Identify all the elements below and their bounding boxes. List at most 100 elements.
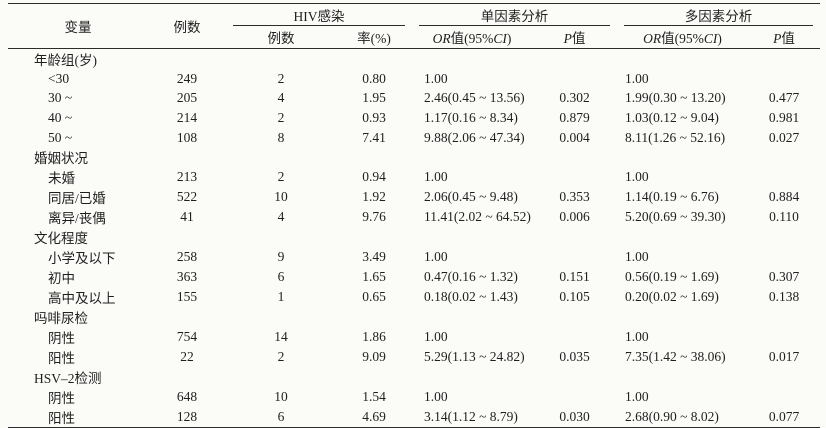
cell-p-multivariate <box>748 327 820 347</box>
cell-cases: 754 <box>176 329 198 345</box>
cell-cases: 522 <box>176 189 198 205</box>
cell-or-multivariate: 1.99(0.30 ~ 13.20) <box>625 90 726 106</box>
cell-cases: 22 <box>180 349 194 365</box>
cell-p-multivariate: 0.477 <box>768 90 800 106</box>
table-row: 同居/已婚 522 10 1.92 2.06(0.45 ~ 9.48) 0.353 1.14… <box>8 187 820 207</box>
cell-or-univariate: 5.29(1.13 ~ 24.82) <box>424 349 525 365</box>
cell-p-multivariate: 0.981 <box>768 109 800 125</box>
cell-or-multivariate: 1.00 <box>625 329 649 345</box>
cell-p-multivariate <box>748 167 820 187</box>
cell-variable: 未婚 <box>48 171 75 187</box>
cell-or-multivariate: 0.56(0.19 ~ 1.69) <box>625 269 719 285</box>
table-row: 初中 363 6 1.65 0.47(0.16 ~ 1.32) 0.151 0.56(0.1… <box>8 267 820 287</box>
cell-or-univariate: 1.00 <box>424 169 448 185</box>
or-label-italic: OR <box>643 31 662 46</box>
cell-hiv-cases: 2 <box>277 109 285 125</box>
header-cases: 例数 <box>148 3 226 49</box>
cell-variable: 阳性 <box>48 411 75 427</box>
section-row: 文化程度 <box>8 227 820 247</box>
cell-hiv-rate: 3.49 <box>362 249 386 265</box>
table-body: 年龄组(岁) <30 249 2 0.80 1.00 1.00 30 ~205 4 1.95 2.4… <box>8 49 820 428</box>
cell-or-univariate: 1.00 <box>424 389 448 405</box>
or-label-close: ) <box>506 31 512 46</box>
cell-hiv-rate: 1.54 <box>362 389 386 405</box>
cell-or-multivariate: 2.68(0.90 ~ 8.02) <box>625 409 719 425</box>
cell-variable: <30 <box>48 70 70 86</box>
section-row: 年龄组(岁) <box>8 49 820 70</box>
p-label-text: 值 <box>571 31 586 46</box>
cell-cases: 363 <box>176 269 198 285</box>
section-label: 婚姻状况 <box>34 151 88 167</box>
cell-or-multivariate: 1.00 <box>625 249 649 265</box>
cell-p-multivariate: 0.138 <box>768 289 800 305</box>
cell-p-univariate: 0.151 <box>559 269 590 285</box>
cell-variable: 高中及以上 <box>48 291 116 307</box>
table-row: 未婚 213 2 0.94 1.00 1.00 <box>8 167 820 187</box>
header-or-univariate: OR值(95%CI) <box>412 26 532 49</box>
cell-hiv-rate: 0.80 <box>362 70 386 86</box>
cell-p-multivariate: 0.027 <box>768 129 800 145</box>
cell-variable: 40 ~ <box>48 109 73 125</box>
cell-hiv-cases: 2 <box>277 169 285 185</box>
cell-hiv-cases: 14 <box>274 329 288 345</box>
cell-variable: 50 ~ <box>48 129 73 145</box>
header-hiv-rate: 率(%) <box>336 26 412 49</box>
p-label-text: 值 <box>781 31 795 46</box>
header-p-multivariate: P值 <box>748 26 820 49</box>
table-row: 离异/丧偶 41 4 9.76 11.41(2.02 ~ 64.52) 0.006 5.20… <box>8 207 820 227</box>
cell-p-multivariate <box>748 69 820 89</box>
cell-variable: 30 ~ <box>48 90 73 106</box>
cell-cases: 155 <box>176 289 198 305</box>
cell-or-multivariate: 1.14(0.19 ~ 6.76) <box>625 189 719 205</box>
cell-cases: 41 <box>180 209 194 225</box>
cell-hiv-cases: 9 <box>277 249 285 265</box>
cell-variable: 阴性 <box>48 331 75 347</box>
cell-p-univariate: 0.105 <box>559 289 590 305</box>
cell-or-multivariate: 0.20(0.02 ~ 1.69) <box>625 289 719 305</box>
cell-p-multivariate: 0.077 <box>768 409 800 425</box>
cell-or-multivariate: 8.11(1.26 ~ 52.16) <box>625 129 726 145</box>
cell-or-univariate: 3.14(1.12 ~ 8.79) <box>424 409 518 425</box>
header-or-multivariate: OR值(95%CI) <box>617 26 748 49</box>
cell-or-multivariate: 7.35(1.42 ~ 38.06) <box>625 349 726 365</box>
cell-or-univariate: 1.17(0.16 ~ 8.34) <box>424 109 518 125</box>
cell-p-univariate: 0.006 <box>559 209 590 225</box>
cell-cases: 205 <box>176 90 198 106</box>
cell-hiv-rate: 1.92 <box>362 189 386 205</box>
cell-cases: 648 <box>176 389 198 405</box>
or-label-text: 值(95% <box>661 31 704 46</box>
cell-or-multivariate: 1.03(0.12 ~ 9.04) <box>625 109 719 125</box>
cell-p-multivariate <box>748 247 820 267</box>
cell-p-multivariate: 0.110 <box>769 209 799 225</box>
cell-hiv-rate: 7.41 <box>362 129 386 145</box>
cell-hiv-rate: 1.65 <box>362 269 386 285</box>
cell-hiv-cases: 4 <box>277 209 285 225</box>
cell-hiv-cases: 8 <box>277 129 285 145</box>
cell-hiv-cases: 4 <box>277 90 285 106</box>
ci-label-italic: CI <box>703 31 718 46</box>
cell-hiv-cases: 10 <box>274 389 288 405</box>
cell-p-multivariate: 0.017 <box>768 349 800 365</box>
cell-variable: 小学及以下 <box>48 251 116 267</box>
cell-p-univariate <box>532 327 617 347</box>
cell-hiv-rate: 1.86 <box>362 329 386 345</box>
cell-p-univariate <box>532 167 617 187</box>
header-multivariate-group: 多因素分析 <box>617 4 820 27</box>
header-hiv-cases: 例数 <box>226 26 336 49</box>
table-header: 变量 例数 HIV感染 单因素分析 多因素分析 例数 率(%) OR值(95%C… <box>8 3 820 49</box>
cell-p-univariate: 0.004 <box>559 129 590 145</box>
cell-p-univariate <box>532 387 617 407</box>
cell-variable: 同居/已婚 <box>48 191 106 207</box>
section-label: 年龄组(岁) <box>34 53 97 68</box>
or-label-italic: OR <box>432 31 451 46</box>
cell-hiv-rate: 0.65 <box>362 289 386 305</box>
cell-p-univariate: 0.035 <box>559 349 590 365</box>
cell-cases: 128 <box>176 409 198 425</box>
or-label-text: 值(95% <box>450 31 494 46</box>
cell-p-univariate <box>532 69 617 89</box>
cell-p-univariate <box>532 247 617 267</box>
cell-variable: 阴性 <box>48 391 75 407</box>
section-row: HSV–2检测 <box>8 367 820 387</box>
header-p-univariate: P值 <box>532 26 617 49</box>
header-row-groups: 变量 例数 HIV感染 单因素分析 多因素分析 <box>8 3 820 49</box>
